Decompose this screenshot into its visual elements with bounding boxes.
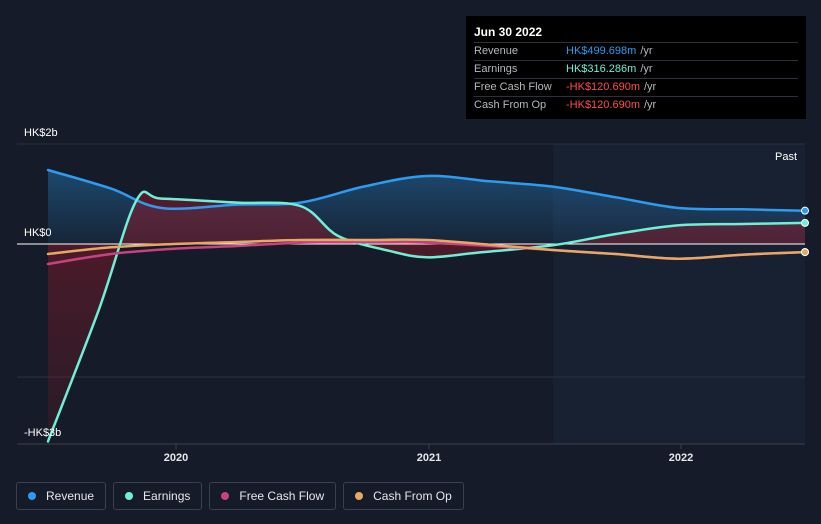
y-tick-label-bottom: -HK$3b: [24, 427, 61, 439]
y-tick-label-top: HK$2b: [24, 127, 58, 139]
legend-label: Free Cash Flow: [239, 489, 325, 503]
tooltip-row-revenue: Revenue HK$499.698m /yr: [474, 42, 798, 60]
tooltip-row-cash-from-op: Cash From Op -HK$120.690m /yr: [474, 96, 798, 114]
legend-dot-icon: [221, 492, 230, 500]
y-tick-label-zero: HK$0: [24, 227, 52, 239]
legend-dot-icon: [28, 492, 36, 500]
tooltip: Jun 30 2022 Revenue HK$499.698m /yr Earn…: [466, 16, 806, 119]
tooltip-value: -HK$120.690m: [566, 81, 640, 93]
tooltip-label: Cash From Op: [474, 99, 547, 111]
legend-dot-icon: [355, 492, 364, 500]
legend-label: Earnings: [143, 489, 191, 503]
tooltip-value: -HK$120.690m: [566, 99, 640, 111]
x-tick-label-2021: 2021: [417, 452, 441, 464]
tooltip-value: HK$316.286m: [566, 63, 637, 75]
legend-label: Revenue: [46, 489, 95, 503]
tooltip-unit: /yr: [640, 45, 653, 57]
tooltip-label: Revenue: [474, 45, 519, 57]
x-tick-label-2020: 2020: [164, 452, 188, 464]
tooltip-label: Free Cash Flow: [474, 81, 552, 93]
earnings-line: [46, 190, 807, 443]
legend-item-revenue[interactable]: Revenue: [16, 482, 107, 510]
tooltip-row-earnings: Earnings HK$316.286m /yr: [474, 60, 798, 78]
revenue-line: [46, 168, 807, 212]
legend-item-free-cash-flow[interactable]: Free Cash Flow: [209, 482, 337, 510]
tooltip-unit: /yr: [644, 99, 657, 111]
legend-label: Cash From Op: [373, 489, 452, 503]
cash-from-op-line: [46, 238, 807, 260]
tooltip-row-free-cash-flow: Free Cash Flow -HK$120.690m /yr: [474, 78, 798, 96]
legend-dot-icon: [125, 492, 134, 500]
past-region: [553, 144, 805, 444]
past-label: Past: [775, 151, 797, 163]
tooltip-label: Earnings: [474, 63, 518, 75]
x-tick-label-2022: 2022: [669, 452, 693, 464]
tooltip-date: Jun 30 2022: [474, 25, 543, 39]
tooltip-unit: /yr: [640, 63, 653, 75]
legend-item-cash-from-op[interactable]: Cash From Op: [343, 482, 464, 510]
earnings-endpoint: [801, 218, 809, 227]
tooltip-value: HK$499.698m: [566, 45, 637, 57]
legend-item-earnings[interactable]: Earnings: [113, 482, 203, 510]
revenue-endpoint: [801, 206, 809, 215]
cash-from-op-endpoint: [801, 248, 809, 257]
tooltip-unit: /yr: [644, 81, 657, 93]
legend: Revenue Earnings Free Cash Flow Cash Fro…: [16, 482, 471, 510]
